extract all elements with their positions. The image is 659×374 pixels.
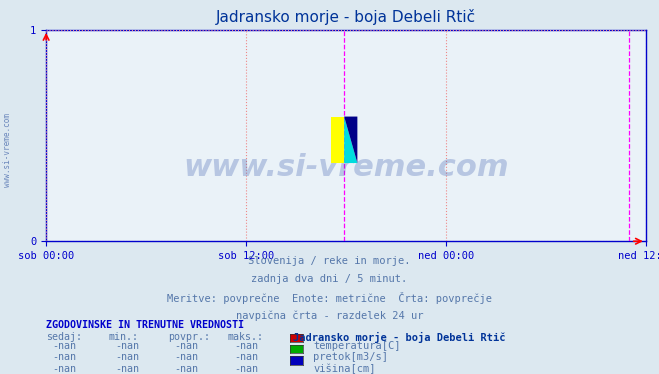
Bar [331,117,344,163]
Text: www.si-vreme.com: www.si-vreme.com [183,153,509,182]
Text: Jadransko morje - boja Debeli Rtič: Jadransko morje - boja Debeli Rtič [293,332,505,343]
Text: -nan: -nan [175,341,198,351]
Title: Jadransko morje - boja Debeli Rtič: Jadransko morje - boja Debeli Rtič [216,9,476,25]
Text: ZGODOVINSKE IN TRENUTNE VREDNOSTI: ZGODOVINSKE IN TRENUTNE VREDNOSTI [46,320,244,330]
Text: navpična črta - razdelek 24 ur: navpična črta - razdelek 24 ur [236,310,423,321]
Text: povpr.:: povpr.: [168,332,210,342]
Text: -nan: -nan [234,341,258,351]
Text: Slovenija / reke in morje.: Slovenija / reke in morje. [248,256,411,266]
Text: -nan: -nan [115,341,139,351]
Text: -nan: -nan [115,364,139,374]
Text: -nan: -nan [175,364,198,374]
Text: maks.:: maks.: [227,332,264,342]
Text: -nan: -nan [53,341,76,351]
Text: pretok[m3/s]: pretok[m3/s] [313,352,388,362]
Text: temperatura[C]: temperatura[C] [313,341,401,351]
Text: -nan: -nan [53,364,76,374]
Text: -nan: -nan [175,352,198,362]
Text: min.:: min.: [109,332,139,342]
Text: -nan: -nan [115,352,139,362]
Text: sedaj:: sedaj: [46,332,82,342]
Text: zadnja dva dni / 5 minut.: zadnja dva dni / 5 minut. [251,274,408,284]
Text: www.si-vreme.com: www.si-vreme.com [3,113,13,187]
Polygon shape [344,117,357,163]
Text: -nan: -nan [53,352,76,362]
Polygon shape [344,117,357,163]
Text: Meritve: povprečne  Enote: metrične  Črta: povprečje: Meritve: povprečne Enote: metrične Črta:… [167,292,492,304]
Text: -nan: -nan [234,352,258,362]
Text: -nan: -nan [234,364,258,374]
Text: višina[cm]: višina[cm] [313,364,376,374]
